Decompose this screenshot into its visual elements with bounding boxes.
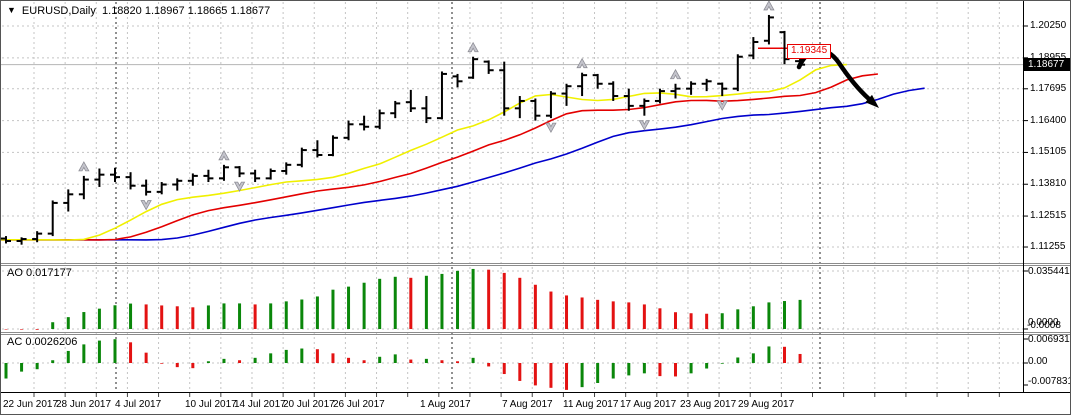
ao-axis-min-label: -0.0008 [1027,320,1061,331]
price-axis-label: 1.15105 [1030,146,1067,158]
alert-price-label[interactable]: 1.19345 [787,44,832,59]
date-axis-label: 20 Jul 2017 [283,399,335,410]
fractal-up-arrow-icon [467,41,479,53]
date-axis-label: 22 Jun 2017 [3,399,59,410]
date-axis-label: 1 Aug 2017 [420,399,471,410]
date-axis-label: 7 Aug 2017 [502,399,553,410]
price-axis-label: 1.20250 [1030,20,1067,31]
fractal-down-arrow-icon [716,100,728,111]
symbol-period-label: EURUSD,Daily [21,5,96,17]
dropdown-triangle-icon[interactable]: ▼ [7,5,16,15]
fractal-up-arrow-icon [763,1,775,11]
date-axis-label: 26 Jul 2017 [333,399,385,410]
price-axis-label: 1.12515 [1030,210,1067,222]
fractal-up-arrow-icon [669,68,682,80]
ac-axis-zero-label: 0.00 [1028,356,1048,367]
ohlc-readout: 1.18820 1.18967 1.18665 1.18677 [102,5,271,17]
fractal-down-arrow-icon [638,120,651,131]
price-axis-label: 1.16400 [1030,114,1067,126]
fractal-down-arrow-icon [233,181,246,192]
ao-axis-max-label: 0.035441 [1028,266,1070,277]
fractal-down-arrow-icon [545,122,557,133]
alligator-lips-line [1,63,847,241]
price-axis-label: 1.11255 [1030,241,1066,253]
date-axis-label: 4 Jul 2017 [115,399,162,410]
date-axis-label: 14 Jul 2017 [234,399,286,410]
current-price-box: 1.18677 [1024,58,1070,72]
date-axis-label: 28 Jun 2017 [56,399,112,410]
alligator-teeth-line [1,73,878,241]
alligator-jaw-line [1,87,925,241]
ac-axis-max-label: 0.006931 [1028,334,1070,345]
date-axis-label: 11 Aug 2017 [563,399,619,410]
date-axis-label: 10 Jul 2017 [185,399,237,410]
price-axis-label: 1.13810 [1030,178,1067,190]
fractal-up-arrow-icon [218,150,230,161]
date-axis-label: 29 Aug 2017 [738,399,795,410]
price-axis-label: 1.18955 [1030,51,1067,63]
fractal-up-arrow-icon [576,57,588,69]
ac-axis-min-label: -0.007831 [1028,376,1071,387]
fractal-down-arrow-icon [140,200,152,211]
date-axis-label: 17 Aug 2017 [620,399,677,410]
chart-title: ▼ EURUSD,Daily 1.18820 1.18967 1.18665 1.… [7,5,270,17]
ac-indicator-label: AC 0.0026206 [7,336,78,348]
fractal-up-arrow-icon [78,161,90,172]
ao-axis-zero-label: 0.0000 [1028,317,1059,328]
ao-indicator-label: AO 0.017177 [7,267,72,279]
trend-annotation-arrowhead [865,94,879,108]
price-axis-label: 1.17695 [1030,82,1067,94]
date-axis-label: 23 Aug 2017 [680,399,737,410]
